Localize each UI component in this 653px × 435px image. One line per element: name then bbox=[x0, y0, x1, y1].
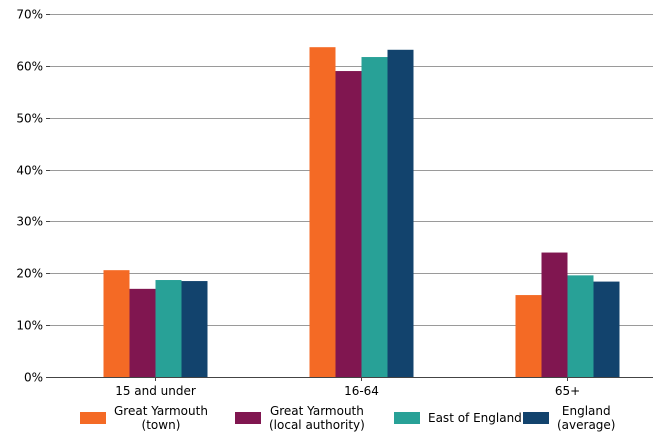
legend-label-line: Great Yarmouth bbox=[269, 404, 364, 418]
y-tick-label: 60% bbox=[16, 60, 43, 74]
bar bbox=[541, 252, 568, 377]
bar bbox=[387, 49, 414, 377]
legend-label-line: (town) bbox=[141, 418, 181, 432]
legend-label-line: Great Yarmouth bbox=[114, 404, 208, 418]
bar bbox=[567, 275, 594, 377]
legend-item: East of England bbox=[394, 411, 522, 425]
x-tick-label: 15 and under bbox=[115, 384, 196, 398]
legend-label-line: England bbox=[561, 404, 611, 418]
legend-item: Great Yarmouth (town) bbox=[80, 404, 208, 432]
bar bbox=[309, 47, 336, 378]
y-axis-ticks: 0% 10% 20% 30% 40% 50% 60% 70% bbox=[16, 8, 50, 385]
legend-swatch bbox=[523, 412, 549, 424]
legend-label-line: (local authority) bbox=[269, 418, 365, 432]
legend-item: England (average) bbox=[523, 404, 616, 432]
bar bbox=[515, 295, 542, 377]
legend-label: East of England bbox=[428, 411, 522, 425]
bar bbox=[155, 280, 182, 377]
x-tick-label: 16-64 bbox=[344, 384, 379, 398]
y-tick-label: 20% bbox=[16, 267, 43, 281]
legend: Great Yarmouth (town) Great Yarmouth (local… bbox=[0, 404, 653, 435]
bar bbox=[129, 288, 156, 377]
x-axis-ticks: 15 and under 16-64 65+ bbox=[115, 377, 580, 398]
bar bbox=[361, 57, 388, 377]
legend-label: Great Yarmouth (town) bbox=[114, 404, 208, 432]
legend-swatch bbox=[80, 412, 106, 424]
legend-label-line: East of England bbox=[428, 411, 522, 425]
y-tick-label: 40% bbox=[16, 164, 43, 178]
legend-swatch bbox=[394, 412, 420, 424]
y-tick-label: 0% bbox=[24, 371, 43, 385]
legend-label: England (average) bbox=[557, 404, 616, 432]
y-tick-label: 10% bbox=[16, 319, 43, 333]
bar-chart-svg: 0% 10% 20% 30% 40% 50% 60% 70% 15 and under 16-6… bbox=[16, 8, 653, 398]
bar bbox=[181, 281, 208, 377]
bar bbox=[593, 281, 620, 377]
x-tick-label: 65+ bbox=[555, 384, 580, 398]
y-tick-label: 30% bbox=[16, 215, 43, 229]
y-tick-label: 50% bbox=[16, 112, 43, 126]
legend-label-line: (average) bbox=[557, 418, 616, 432]
bar bbox=[103, 270, 130, 377]
legend-item: Great Yarmouth (local authority) bbox=[235, 404, 365, 432]
y-tick-label: 70% bbox=[16, 8, 43, 22]
bars bbox=[103, 47, 620, 378]
legend-swatch bbox=[235, 412, 261, 424]
bar bbox=[335, 71, 362, 378]
legend-label: Great Yarmouth (local authority) bbox=[269, 404, 365, 432]
